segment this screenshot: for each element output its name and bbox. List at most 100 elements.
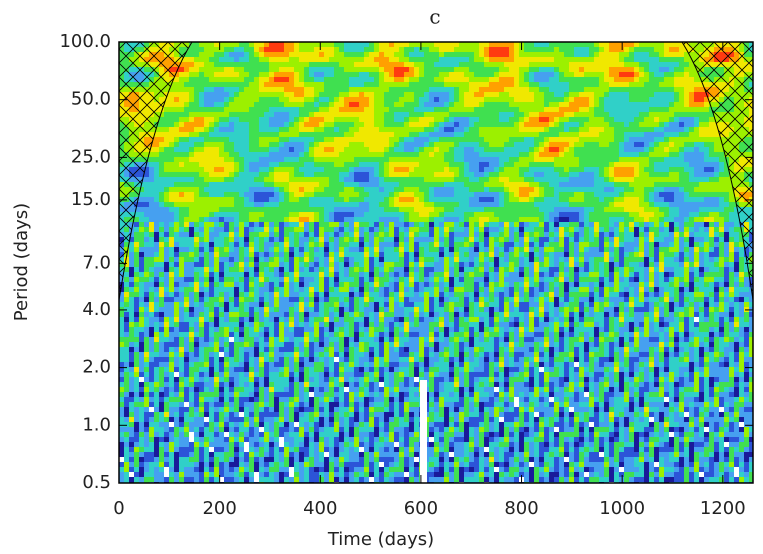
heatmap-cell [524, 47, 530, 53]
heatmap-cell [569, 212, 575, 218]
heatmap-cell [294, 97, 300, 103]
heatmap-cell [414, 172, 420, 178]
heatmap-cell [639, 107, 645, 113]
heatmap-cell [419, 132, 425, 138]
heatmap-cell [599, 57, 605, 63]
heatmap-cell [204, 217, 210, 223]
heatmap-cell [514, 192, 520, 198]
heatmap-cell [354, 137, 360, 143]
heatmap-cell [569, 157, 575, 163]
heatmap-cell [444, 232, 450, 238]
heatmap-cell [209, 217, 215, 223]
heatmap-cell [404, 222, 410, 228]
heatmap-cell [709, 182, 715, 188]
heatmap-cell [319, 112, 325, 118]
heatmap-cell [274, 217, 280, 223]
heatmap-cell [234, 167, 240, 173]
heatmap-cell [654, 152, 660, 158]
heatmap-cell [439, 152, 445, 158]
heatmap-cell [204, 167, 210, 173]
heatmap-cell [524, 92, 530, 98]
heatmap-cell [534, 107, 540, 113]
heatmap-cell [324, 112, 330, 118]
heatmap-cell [309, 92, 315, 98]
heatmap-cell [714, 207, 720, 213]
heatmap-cell [329, 157, 335, 163]
heatmap-cell [544, 152, 550, 158]
heatmap-cell [534, 202, 540, 208]
heatmap-cell [334, 147, 340, 153]
heatmap-cell [519, 67, 525, 73]
heatmap-cell [509, 207, 515, 213]
heatmap-cell [214, 102, 220, 108]
heatmap-cell [329, 42, 335, 48]
heatmap-cell [284, 237, 290, 243]
heatmap-cell [324, 122, 330, 128]
heatmap-cell [689, 172, 695, 178]
heatmap-cell [169, 97, 175, 103]
heatmap-cell [389, 92, 395, 98]
heatmap-cell [714, 182, 720, 188]
heatmap-cell [649, 157, 655, 163]
heatmap-cell [394, 92, 400, 98]
heatmap-cell [284, 187, 290, 193]
heatmap-cell [324, 217, 330, 223]
heatmap-cell [229, 97, 235, 103]
heatmap-cell [604, 202, 610, 208]
heatmap-cell [504, 232, 510, 238]
heatmap-cell [614, 182, 620, 188]
heatmap-cell [719, 177, 725, 183]
heatmap-cell [229, 112, 235, 118]
heatmap-cell [569, 72, 575, 78]
heatmap-cell [299, 107, 305, 113]
heatmap-cell [309, 82, 315, 88]
heatmap-cell [209, 227, 215, 233]
heatmap-cell [339, 197, 345, 203]
heatmap-cell [569, 47, 575, 53]
heatmap-cell [514, 162, 520, 168]
heatmap-cell [674, 112, 680, 118]
heatmap-cell [529, 117, 535, 123]
heatmap-cell [599, 137, 605, 143]
heatmap-cell [324, 207, 330, 213]
heatmap-cell [234, 127, 240, 133]
heatmap-cell [634, 172, 640, 178]
heatmap-cell [439, 62, 445, 68]
heatmap-cell [184, 122, 190, 128]
heatmap-cell [534, 212, 540, 218]
heatmap-cell [644, 137, 650, 143]
heatmap-cell [439, 167, 445, 173]
heatmap-cell [224, 187, 230, 193]
heatmap-cell [319, 232, 325, 238]
heatmap-cell [334, 47, 340, 53]
heatmap-cell [184, 207, 190, 213]
heatmap-cell [354, 102, 360, 108]
heatmap-cell [204, 237, 210, 243]
heatmap-cell [359, 162, 365, 168]
heatmap-cell [239, 232, 245, 238]
heatmap-cell [499, 222, 505, 228]
heatmap-cell [184, 177, 190, 183]
heatmap-cell [279, 172, 285, 178]
heatmap-cell [454, 207, 460, 213]
heatmap-cell [479, 102, 485, 108]
heatmap-cell [434, 147, 440, 153]
heatmap-cell [549, 157, 555, 163]
heatmap-cell [454, 77, 460, 83]
heatmap-cell [429, 172, 435, 178]
heatmap-cell [554, 62, 560, 68]
heatmap-cell [429, 77, 435, 83]
heatmap-cell [494, 152, 500, 158]
heatmap-cell [234, 172, 240, 178]
heatmap-cell [704, 112, 710, 118]
heatmap-cell [279, 222, 285, 228]
heatmap-cell [354, 42, 360, 48]
heatmap-cell [134, 212, 140, 218]
heatmap-cell [274, 137, 280, 143]
heatmap-cell [664, 97, 670, 103]
heatmap-cell [639, 232, 645, 238]
heatmap-cell [229, 52, 235, 58]
heatmap-cell [694, 117, 700, 123]
heatmap-cell [339, 222, 345, 228]
heatmap-cell [519, 177, 525, 183]
